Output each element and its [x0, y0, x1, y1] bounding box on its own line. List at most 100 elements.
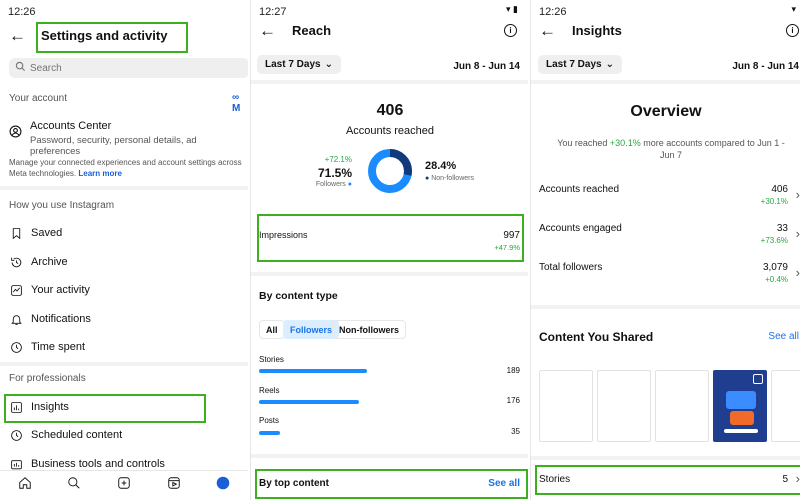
overview-row-label: Accounts reached: [539, 184, 620, 195]
back-arrow-icon[interactable]: ←: [539, 21, 556, 40]
impressions-value: 997: [503, 230, 520, 241]
overview-row-label: Total followers: [539, 262, 603, 273]
page-title: Settings and activity: [41, 28, 168, 43]
menu-item-saved[interactable]: Saved: [9, 226, 62, 240]
search-icon[interactable]: [67, 476, 81, 495]
menu-item-insights[interactable]: Insights: [9, 400, 69, 414]
profile-avatar-icon[interactable]: [216, 476, 230, 495]
divider: [251, 272, 528, 276]
divider: [531, 456, 800, 460]
section-for-professionals: For professionals: [9, 373, 86, 384]
divider: [0, 186, 248, 190]
info-icon[interactable]: i: [786, 24, 799, 37]
manage-description: Manage your connected experiences and ac…: [9, 158, 242, 178]
chevron-right-icon[interactable]: ›: [795, 471, 800, 486]
thumbnail-graphic: [724, 429, 758, 433]
accounts-reached-label: Accounts reached: [345, 125, 435, 137]
overview-row-delta: +0.4%: [765, 275, 788, 284]
insights-panel: 12:26 ▾ ← Insights i Last 7 Days ⌄ Jun 8…: [530, 0, 800, 500]
thumbnail-graphic: [730, 411, 754, 425]
filter-chip-nonfollowers[interactable]: Non-followers: [332, 320, 406, 339]
date-range-button[interactable]: Last 7 Days ⌄: [538, 55, 622, 74]
menu-item-business-tools[interactable]: Business tools and controls: [9, 457, 165, 471]
highlight-stories: [535, 465, 800, 495]
status-time: 12:26: [8, 6, 36, 18]
highlight-impressions: [257, 214, 524, 262]
content-thumbnail[interactable]: [771, 370, 800, 442]
content-thumbnail[interactable]: [539, 370, 593, 442]
see-all-link[interactable]: See all: [768, 331, 799, 342]
content-thumbnail-reel[interactable]: [713, 370, 767, 442]
menu-item-archive[interactable]: Archive: [9, 255, 68, 269]
followers-percent: 71.5%: [317, 166, 352, 180]
divider: [251, 80, 528, 84]
nonfollowers-legend: ● Non-followers: [425, 175, 474, 182]
bookmark-icon: [9, 226, 23, 240]
activity-chart-icon: [9, 283, 23, 297]
stories-label: Stories: [539, 474, 571, 485]
archive-clock-icon: [9, 255, 23, 269]
create-post-icon[interactable]: [117, 476, 131, 495]
impressions-label: Impressions: [259, 230, 308, 240]
content-row-label: Posts: [259, 416, 280, 425]
accounts-center-link[interactable]: Accounts Center: [30, 120, 112, 132]
reach-panel: 12:27 ▾ ▮ ← Reach i Last 7 Days ⌄ Jun 8 …: [250, 0, 528, 500]
menu-item-notifications[interactable]: Notifications: [9, 312, 91, 326]
see-all-link[interactable]: See all: [488, 478, 520, 489]
accounts-center-subtitle: Password, security, personal details, ad…: [30, 135, 197, 157]
learn-more-link[interactable]: Learn more: [78, 169, 122, 178]
bell-icon: [9, 312, 23, 326]
content-row-value: 35: [511, 427, 520, 436]
content-row-value: 189: [506, 366, 520, 375]
menu-item-scheduled-content[interactable]: Scheduled content: [9, 428, 122, 442]
divider: [531, 80, 800, 84]
date-range-button[interactable]: Last 7 Days ⌄: [257, 55, 341, 74]
menu-item-your-activity[interactable]: Your activity: [9, 283, 90, 297]
content-thumbnail[interactable]: [655, 370, 709, 442]
section-your-account: Your account: [9, 93, 68, 104]
chevron-down-icon: ⌄: [324, 59, 333, 70]
highlight-title: [36, 22, 188, 53]
overview-summary: You reached +30.1% more accounts compare…: [557, 138, 785, 160]
home-icon[interactable]: [18, 476, 32, 495]
menu-item-time-spent[interactable]: Time spent: [9, 340, 85, 354]
chevron-right-icon[interactable]: ›: [795, 187, 800, 202]
search-bar[interactable]: [9, 58, 248, 78]
user-circle-icon: [9, 125, 23, 139]
info-icon[interactable]: i: [504, 24, 517, 37]
content-row-label: Reels: [259, 386, 280, 395]
chevron-right-icon[interactable]: ›: [795, 265, 800, 280]
followers-donut-chart: [368, 149, 412, 193]
overview-row-delta: +30.1%: [760, 197, 788, 206]
section-by-top-content: By top content: [259, 478, 329, 489]
schedule-icon: [9, 428, 23, 442]
bottom-nav: [0, 470, 248, 500]
content-row-value: 176: [506, 396, 520, 405]
meta-logo: ∞ M: [232, 92, 241, 114]
overview-title: Overview: [630, 103, 702, 120]
content-bar-posts: [259, 431, 280, 435]
back-arrow-icon[interactable]: ←: [259, 21, 276, 40]
date-range: Jun 8 - Jun 14: [732, 61, 799, 72]
back-arrow-icon[interactable]: ←: [9, 26, 26, 45]
overview-row-value: 33: [776, 223, 788, 234]
chevron-right-icon[interactable]: ›: [795, 226, 800, 241]
content-bar-reels: [259, 400, 359, 404]
divider: [251, 454, 528, 458]
date-range: Jun 8 - Jun 14: [453, 61, 520, 72]
reels-icon[interactable]: [167, 476, 181, 495]
divider: [0, 362, 248, 366]
followers-delta: +72.1%: [324, 155, 352, 164]
clock-icon: [9, 340, 23, 354]
signal-icon: ▾: [791, 4, 796, 14]
settings-panel: 12:26 ← Settings and activity Your accou…: [0, 0, 248, 500]
search-input[interactable]: [30, 62, 230, 74]
page-title: Insights: [572, 23, 622, 38]
filter-chip-all[interactable]: All: [259, 320, 285, 339]
highlight-insights: [4, 394, 206, 423]
content-thumbnail[interactable]: [597, 370, 651, 442]
reel-icon: [753, 374, 763, 384]
impressions-delta: +47.9%: [494, 243, 520, 252]
filter-chip-followers[interactable]: Followers: [283, 320, 340, 339]
status-time: 12:27: [259, 6, 287, 18]
